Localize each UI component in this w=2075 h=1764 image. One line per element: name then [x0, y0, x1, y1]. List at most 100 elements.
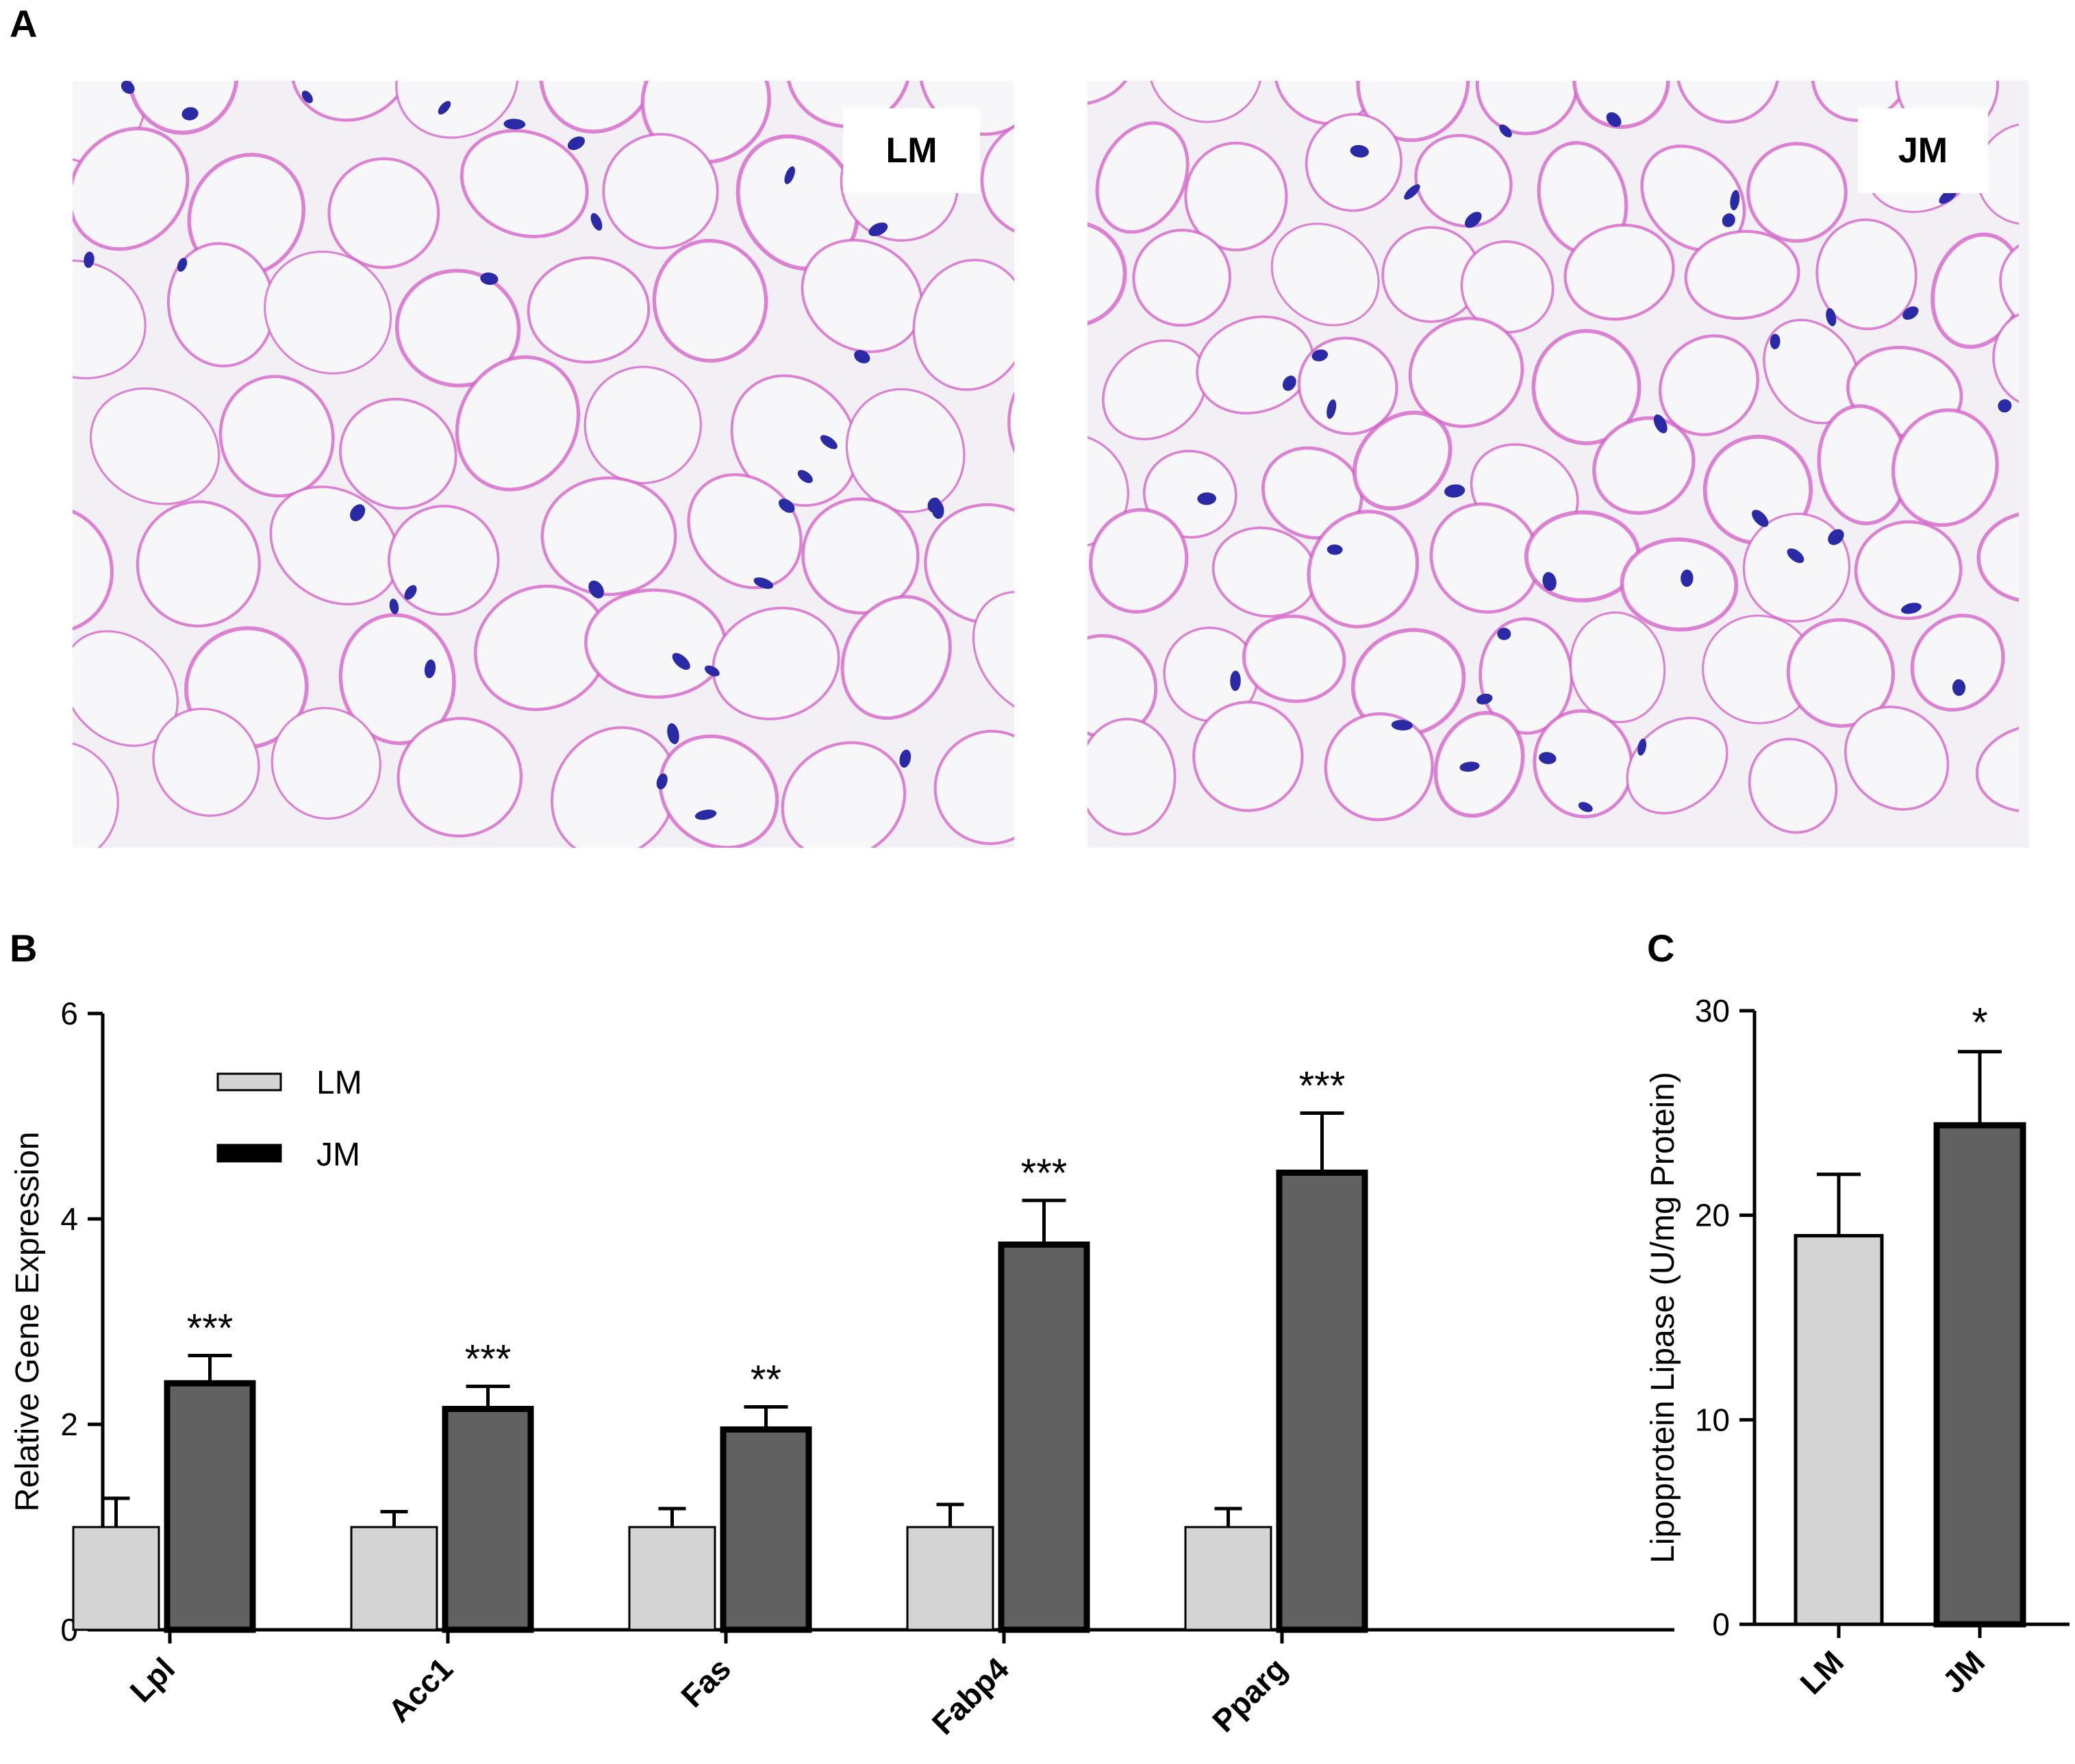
adipocyte-cell	[1095, 121, 1190, 234]
x-tick-label: Acc1	[381, 1650, 460, 1729]
cell-nucleus	[1606, 112, 1622, 127]
adipocyte-cell	[1433, 711, 1525, 818]
cell-nucleus	[181, 107, 199, 121]
adipocyte-cell	[1429, 502, 1540, 614]
y-tick-label: 6	[60, 996, 78, 1031]
cell-nucleus	[480, 272, 499, 286]
cell-nucleus	[667, 723, 679, 744]
adipocyte-cell	[801, 497, 920, 615]
cell-nucleus	[820, 435, 838, 449]
adipocyte-cell	[1533, 709, 1634, 819]
cell-nucleus	[389, 598, 399, 614]
cell-nucleus	[1770, 333, 1781, 349]
adipocyte-cell	[1408, 316, 1524, 428]
adipocyte-cell	[1087, 718, 1177, 836]
cell-nucleus	[868, 222, 888, 236]
significance-label: ***	[1021, 1151, 1068, 1196]
adipocyte-cell	[527, 256, 651, 364]
adipocyte-cell	[1475, 81, 1579, 136]
adipocyte-cell	[972, 590, 1014, 719]
y-tick-label: 2	[60, 1407, 78, 1442]
adipocyte-cell	[652, 238, 768, 363]
adipocyte-cell	[1746, 142, 1848, 243]
bar-jm-acc1	[442, 1406, 534, 1633]
adipocyte-cell	[1087, 220, 1127, 328]
adipocyte-cell	[1307, 509, 1420, 629]
adipocyte-cell	[1563, 223, 1675, 321]
bar-lm-pparg	[1184, 1526, 1272, 1631]
cell-nucleus	[588, 580, 604, 598]
bar-lm-lpl	[72, 1526, 160, 1631]
cell-nucleus	[1637, 738, 1647, 756]
adipocyte-cell	[1270, 223, 1380, 327]
y-axis-label: Lipoprotein Lipase (U/mg Protein)	[1645, 1072, 1681, 1563]
adipocyte-cell	[912, 258, 1014, 391]
cell-nucleus	[567, 136, 586, 151]
x-tick-label: Pparg	[1205, 1650, 1294, 1739]
cell-nucleus	[1901, 603, 1922, 614]
adipocyte-cell	[933, 729, 1014, 846]
adipocyte-cell	[1999, 235, 2019, 340]
adipocyte-cell	[781, 741, 907, 848]
adipocyte-cell	[1102, 339, 1207, 441]
cell-nucleus	[1404, 184, 1420, 200]
cell-nucleus	[1326, 544, 1343, 555]
adipocyte-cell	[1324, 712, 1434, 822]
adipocyte-cell	[1976, 510, 2019, 603]
x-tick-label: LM	[1793, 1643, 1850, 1701]
cell-nucleus	[590, 213, 603, 231]
adipocyte-cell	[551, 726, 677, 848]
cell-nucleus	[1787, 548, 1804, 564]
adipocyte-cell	[73, 740, 119, 848]
adipocyte-cell	[73, 505, 114, 634]
adipocyte-cell	[583, 366, 702, 485]
micrograph-jm-label: JM	[1858, 108, 1988, 193]
micrograph-jm: JM	[1087, 81, 2029, 848]
x-tick-label: Fas	[674, 1650, 738, 1714]
cell-nucleus	[1681, 569, 1694, 588]
adipocyte-cell	[1132, 229, 1231, 327]
y-tick-label: 30	[1695, 993, 1730, 1029]
cell-nucleus	[350, 504, 366, 522]
adipocyte-cell	[1620, 537, 1739, 632]
legend-swatch-lm	[216, 1072, 282, 1092]
adipocyte-cell	[338, 613, 456, 745]
cell-nucleus	[177, 257, 188, 272]
cell-nucleus	[1391, 720, 1413, 731]
y-tick-label: 10	[1695, 1402, 1730, 1437]
adipocyte-cell	[460, 129, 589, 238]
bar-lm-fabp4	[906, 1526, 994, 1631]
cell-nucleus	[1459, 761, 1480, 772]
cell-nucleus	[503, 118, 526, 130]
cell-nucleus	[1464, 212, 1482, 228]
cell-nucleus	[704, 665, 720, 677]
adipocyte-cell	[1087, 81, 1135, 106]
adipocyte-cell	[840, 595, 952, 720]
cell-nucleus	[694, 809, 717, 820]
bar-jm-fabp4	[998, 1242, 1090, 1633]
adipocyte-cell	[264, 251, 392, 375]
adipocyte-cell	[1811, 81, 1913, 123]
adipocyte-cell	[1297, 336, 1398, 436]
cell-nucleus	[931, 500, 944, 519]
adipocyte-cell	[1196, 315, 1314, 415]
cell-nucleus	[1952, 679, 1966, 696]
cell-nucleus	[784, 166, 795, 184]
bar-lm	[1794, 1234, 1884, 1626]
panel-letter-b: B	[10, 927, 38, 970]
adipocyte-cell	[1089, 507, 1189, 614]
adipocyte-cell	[397, 717, 523, 837]
significance-label: ***	[465, 1337, 512, 1382]
adipocyte-cell	[602, 133, 719, 250]
adipocyte-cell	[1910, 614, 2005, 712]
adipocyte-cell	[152, 707, 260, 817]
adipocyte-cell	[395, 81, 519, 139]
adipocyte-cell	[1592, 416, 1696, 515]
adipocyte-cell	[1242, 614, 1346, 703]
cell-nucleus	[1444, 484, 1466, 498]
micrograph-lm-image	[73, 81, 1014, 848]
cell-nucleus	[797, 470, 813, 483]
y-axis-label: Relative Gene Expression	[10, 1132, 46, 1512]
